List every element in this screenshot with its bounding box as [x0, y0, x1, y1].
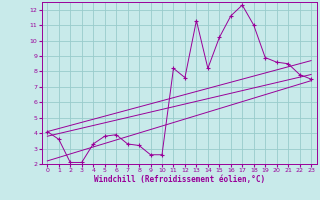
X-axis label: Windchill (Refroidissement éolien,°C): Windchill (Refroidissement éolien,°C) [94, 175, 265, 184]
